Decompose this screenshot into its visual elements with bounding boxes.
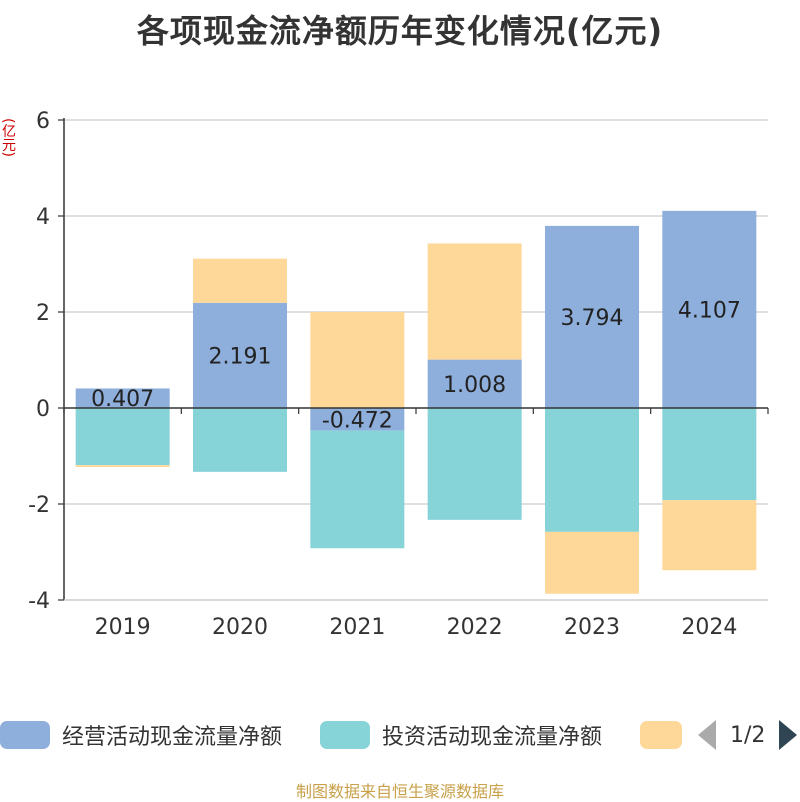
- bar-segment-s0-2021: [310, 408, 405, 431]
- y-tick-label: 4: [36, 205, 50, 230]
- bar-segment-s2-2019: [75, 465, 170, 468]
- bar-segment-s1-2021: [310, 430, 405, 549]
- y-axis-unit-label: (亿元): [0, 118, 16, 157]
- bar-segment-s2-2020: [193, 258, 287, 303]
- bar-segment-s2-2022: [427, 243, 522, 360]
- data-label: 1.008: [443, 373, 506, 398]
- bar-segment-s1-2020: [193, 408, 287, 472]
- data-label: -0.472: [322, 408, 393, 433]
- bar-segment-s0-2024: [662, 210, 757, 408]
- legend: 经营活动现金流量净额 投资活动现金流量净额: [0, 716, 800, 754]
- bar-segment-s2-2023: [545, 531, 639, 594]
- legend-pager: 1/2: [698, 716, 798, 754]
- chart-plot: -4 -2 0 2 4 6 2019 2020 2021 2022 2023 2024 0.407 2.1…: [28, 109, 769, 640]
- bar-segment-s0-2020: [193, 302, 287, 408]
- x-tick-label: 2023: [564, 615, 620, 640]
- legend-swatch-investing: [320, 721, 370, 749]
- y-tick-label: -4: [28, 589, 50, 614]
- y-tick-label: 6: [36, 109, 50, 134]
- bar-segment-s0-2022: [427, 359, 522, 408]
- chart-title: 各项现金流净额历年变化情况(亿元): [136, 12, 664, 50]
- bar-segment-s1-2019: [75, 408, 170, 466]
- legend-label-operating: 经营活动现金流量净额: [62, 725, 283, 750]
- legend-swatch-operating: [0, 721, 50, 749]
- data-label: 0.407: [91, 387, 154, 412]
- bar-segment-s0-2019: [75, 388, 170, 408]
- data-label: 3.794: [561, 306, 624, 331]
- x-tick-label: 2024: [681, 615, 737, 640]
- bar-segment-s2-2024: [662, 500, 757, 571]
- bar-segment-s0-2023: [545, 225, 639, 408]
- bar-segment-s1-2022: [427, 408, 522, 520]
- legend-label-investing: 投资活动现金流量净额: [382, 725, 603, 750]
- legend-item-third-series[interactable]: [640, 716, 682, 754]
- x-tick-label: 2019: [95, 615, 151, 640]
- y-tick-label: 2: [36, 301, 50, 326]
- legend-swatch-third-series: [640, 721, 682, 749]
- bar-segment-s1-2023: [545, 408, 639, 532]
- source-note: 制图数据来自恒生聚源数据库: [295, 782, 504, 801]
- y-tick-label: -2: [28, 493, 50, 518]
- data-label: 2.191: [209, 344, 272, 369]
- pager-next-icon[interactable]: [779, 720, 798, 750]
- y-tick-label: 0: [36, 397, 50, 422]
- pager-page-indicator: 1/2: [730, 722, 766, 748]
- legend-item-investing[interactable]: 投资活动现金流量净额: [320, 716, 602, 754]
- x-tick-label: 2020: [212, 615, 268, 640]
- data-label: 4.107: [678, 298, 741, 323]
- x-tick-label: 2021: [329, 615, 385, 640]
- bar-segment-s2-2021: [310, 312, 405, 408]
- legend-item-operating[interactable]: 经营活动现金流量净额: [0, 716, 282, 754]
- bar-segment-s1-2024: [662, 408, 757, 501]
- x-tick-label: 2022: [447, 615, 503, 640]
- pager-prev-icon[interactable]: [698, 720, 716, 750]
